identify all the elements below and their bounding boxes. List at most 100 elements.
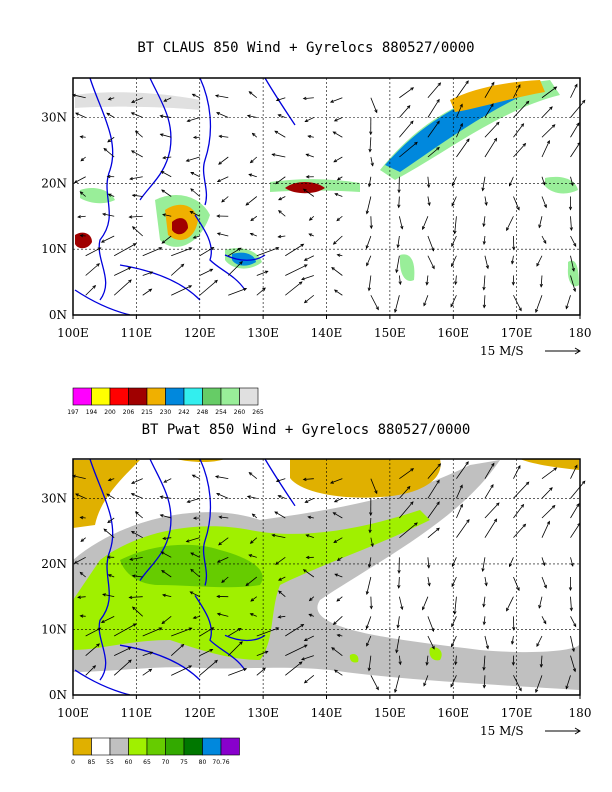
colorbar-label-7: 248 — [197, 409, 209, 416]
colorbar-label-0: 0 — [71, 759, 75, 766]
coastline-5 — [224, 254, 266, 261]
cloud-shade-10 — [75, 232, 92, 249]
lon-label-180: 180 — [569, 326, 592, 340]
lat-label-0N: 0N — [49, 688, 67, 702]
colorbar-box-8 — [220, 387, 240, 406]
lon-label-130E: 130E — [247, 326, 279, 340]
cloud-shade-12 — [75, 92, 200, 110]
colorbar-label-2: 55 — [106, 759, 114, 766]
lon-label-160E: 160E — [437, 706, 469, 720]
cloud-shade-13 — [545, 176, 578, 194]
lat-label-30N: 30N — [41, 491, 67, 505]
coastline-7 — [74, 669, 131, 696]
colorbar-box-5 — [165, 387, 185, 406]
pwat-shade-6 — [520, 459, 579, 470]
coastline-3 — [264, 458, 296, 507]
coastline-0 — [89, 77, 114, 301]
wind-vectors — [71, 80, 586, 313]
lon-label-120E: 120E — [184, 706, 216, 720]
coastline-2 — [199, 458, 212, 586]
colorbar-box-4 — [146, 387, 166, 406]
colorbar-label-5: 230 — [160, 409, 172, 416]
cloud-shade-1 — [385, 82, 530, 172]
colorbar-box-7 — [202, 387, 222, 406]
claus-map: 100E 110E 120E 130E 140E 150E 160E 170E 180 0N 10N… — [41, 77, 592, 416]
colorbar-box-3 — [128, 387, 148, 406]
lon-label-180: 180 — [569, 706, 592, 720]
coastline-3 — [264, 77, 296, 126]
colorbar-label-9: 260 — [234, 409, 246, 416]
lon-label-110E: 110E — [121, 326, 153, 340]
colorbar-box-9 — [239, 387, 259, 406]
cloud-shade-0 — [380, 80, 560, 180]
colorbar-label-5: 70 — [162, 759, 170, 766]
colorbar-label-4: 65 — [143, 759, 151, 766]
cloud-shade-7 — [172, 218, 188, 235]
lon-label-160E: 160E — [437, 326, 469, 340]
pwat-map: 100E 110E 120E 130E 140E 150E 160E 170E 180 0N 10N… — [41, 458, 592, 766]
coastline-4 — [194, 214, 246, 291]
colorbar-box-5 — [165, 737, 185, 756]
pwat-shade-5 — [290, 459, 441, 498]
coastline-2 — [199, 77, 212, 206]
colorbar-label-8: 254 — [215, 409, 227, 416]
lon-label-130E: 130E — [247, 706, 279, 720]
colorbar-label-8: 70.76 — [212, 759, 229, 766]
cloud-shade-2 — [450, 80, 545, 112]
bottom-map-title: BT Pwat 850 Wind + Gyrelocs 880527/0000 — [141, 422, 471, 438]
coastline-1 — [139, 77, 172, 201]
lon-label-170E: 170E — [501, 326, 533, 340]
coastline-6 — [119, 644, 201, 681]
lon-label-120E: 120E — [184, 326, 216, 340]
colorbar-label-3: 60 — [125, 759, 133, 766]
cloud-shade-9 — [232, 252, 256, 266]
cloud-shade-15 — [567, 260, 579, 287]
colorbar-label-2: 200 — [104, 409, 116, 416]
colorbar-box-2 — [109, 737, 129, 756]
pwat-shade-7 — [349, 653, 359, 663]
lat-label-10N: 10N — [41, 622, 67, 636]
colorbar-box-8 — [220, 737, 240, 756]
colorbar-box-6 — [183, 737, 203, 756]
colorbar-label-3: 206 — [123, 409, 135, 416]
colorbar-box-0 — [72, 387, 92, 406]
colorbar-box-1 — [91, 737, 111, 756]
coastline-0 — [89, 458, 114, 681]
lat-label-30N: 30N — [41, 111, 67, 125]
coastline-5 — [224, 634, 266, 642]
lat-label-20N: 20N — [41, 557, 67, 571]
coastline-1 — [139, 458, 172, 581]
colorbar-label-1: 194 — [86, 409, 98, 416]
coastline-6 — [119, 264, 201, 301]
pwat-shade-8 — [429, 647, 442, 661]
colorbar-box-0 — [72, 737, 92, 756]
wind-vectors — [71, 461, 586, 694]
lat-label-10N: 10N — [41, 242, 67, 256]
colorbar-box-1 — [91, 387, 111, 406]
colorbar-box-6 — [183, 387, 203, 406]
lon-label-110E: 110E — [121, 706, 153, 720]
lon-label-140E: 140E — [311, 326, 343, 340]
cloud-shade-4 — [285, 182, 325, 194]
lon-label-150E: 150E — [374, 706, 406, 720]
lon-label-100E: 100E — [57, 706, 89, 720]
colorbar-label-7: 80 — [199, 759, 207, 766]
cloud-shade-14 — [400, 254, 415, 281]
pwat-shade-2 — [120, 544, 263, 588]
colorbar-label-0: 197 — [67, 409, 79, 416]
top-map-title: BT CLAUS 850 Wind + Gyrelocs 880527/0000 — [137, 40, 475, 56]
lon-label-150E: 150E — [374, 326, 406, 340]
coastline-7 — [74, 289, 131, 316]
colorbar-label-6: 75 — [180, 759, 188, 766]
colorbar-box-2 — [109, 387, 129, 406]
lon-label-170E: 170E — [501, 706, 533, 720]
colorbar-label-6: 242 — [178, 409, 190, 416]
colorbar-box-7 — [202, 737, 222, 756]
lon-label-140E: 140E — [311, 706, 343, 720]
colorbar-box-3 — [128, 737, 148, 756]
cloud-shade-11 — [80, 188, 115, 204]
lat-label-20N: 20N — [41, 176, 67, 190]
vector-ref-label: 15 M/S — [480, 724, 524, 738]
colorbar-label-10: 265 — [252, 409, 264, 416]
